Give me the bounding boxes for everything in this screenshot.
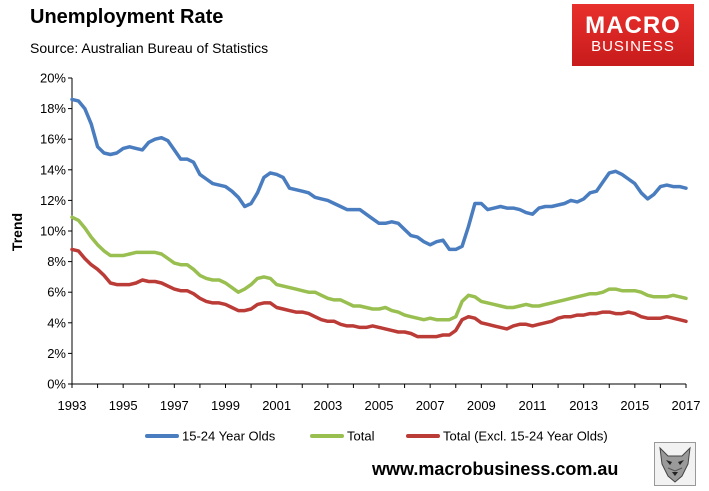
x-tick-label: 2017 bbox=[672, 398, 701, 413]
y-tick-label: 8% bbox=[47, 254, 66, 269]
x-tick-label: 2011 bbox=[519, 398, 547, 413]
chart-legend: 15-24 Year Olds Total Total (Excl. 15-24 Y… bbox=[145, 429, 608, 444]
series-line-1 bbox=[70, 215, 688, 322]
chart-axes: 0% 2% 4% 6% 8% 10% 12% 14% 16% 18% 20% 1993 1995 1997… bbox=[40, 71, 700, 414]
x-tick-label: 2003 bbox=[313, 398, 342, 413]
series-line-2 bbox=[70, 247, 688, 339]
logo-line-2: BUSINESS bbox=[591, 38, 675, 55]
chart-title: Unemployment Rate bbox=[30, 6, 224, 28]
y-tick-label: 12% bbox=[40, 193, 66, 208]
x-tick-label: 2015 bbox=[620, 398, 649, 413]
macrobusiness-logo[interactable]: MACRO BUSINESS bbox=[572, 4, 694, 66]
legend-label-1: Total bbox=[347, 429, 375, 444]
logo-line-1: MACRO bbox=[585, 12, 681, 39]
y-tick-label: 0% bbox=[47, 377, 66, 392]
x-tick-label: 2001 bbox=[262, 398, 291, 413]
x-tick-label: 2013 bbox=[569, 398, 598, 413]
website-url[interactable]: www.macrobusiness.com.au bbox=[372, 459, 619, 479]
x-tick-label: 2009 bbox=[467, 398, 496, 413]
x-tick-label: 1993 bbox=[58, 398, 87, 413]
y-tick-label: 18% bbox=[40, 101, 66, 116]
y-tick-label: 6% bbox=[47, 285, 66, 300]
y-tick-label: 4% bbox=[47, 315, 66, 330]
y-tick-label: 10% bbox=[40, 224, 66, 239]
x-tick-label: 1999 bbox=[211, 398, 240, 413]
legend-label-0: 15-24 Year Olds bbox=[182, 429, 276, 444]
chart-subtitle: Source: Australian Bureau of Statistics bbox=[30, 40, 269, 56]
y-tick-label: 16% bbox=[40, 132, 66, 147]
x-tick-label: 1995 bbox=[109, 398, 138, 413]
y-axis-label: Trend bbox=[9, 213, 25, 251]
series-line-0 bbox=[70, 97, 688, 252]
x-tick-label: 1997 bbox=[160, 398, 189, 413]
y-tick-label: 20% bbox=[40, 71, 66, 86]
y-tick-label: 2% bbox=[47, 346, 66, 361]
x-tick-label: 2007 bbox=[416, 398, 445, 413]
chart-series bbox=[70, 97, 688, 339]
y-tick-label: 14% bbox=[40, 162, 66, 177]
wolf-logo-icon bbox=[654, 442, 696, 486]
x-tick-label: 2005 bbox=[365, 398, 394, 413]
legend-label-2: Total (Excl. 15-24 Year Olds) bbox=[443, 429, 608, 444]
